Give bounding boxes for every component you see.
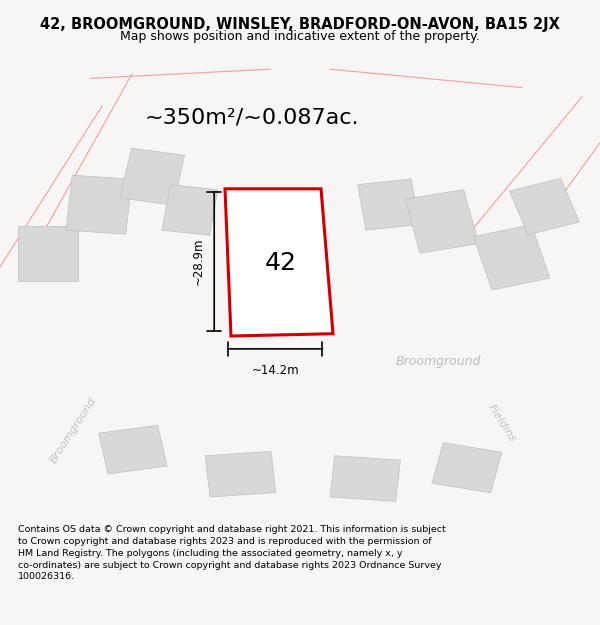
Bar xyxy=(509,178,580,235)
Text: 42, BROOMGROUND, WINSLEY, BRADFORD-ON-AVON, BA15 2JX: 42, BROOMGROUND, WINSLEY, BRADFORD-ON-AV… xyxy=(40,17,560,32)
Polygon shape xyxy=(225,189,333,336)
Bar xyxy=(330,456,400,501)
Bar xyxy=(405,189,479,253)
Bar xyxy=(98,425,167,474)
Bar xyxy=(246,228,299,273)
Bar xyxy=(18,226,78,281)
Bar xyxy=(162,184,218,236)
Bar xyxy=(473,225,550,290)
Text: ~28.9m: ~28.9m xyxy=(192,238,205,285)
Text: Fieldins: Fieldins xyxy=(486,403,518,444)
Text: ~14.2m: ~14.2m xyxy=(251,364,299,378)
Bar xyxy=(66,175,132,234)
Text: Map shows position and indicative extent of the property.: Map shows position and indicative extent… xyxy=(120,30,480,43)
Text: ~350m²/~0.087ac.: ~350m²/~0.087ac. xyxy=(145,107,359,127)
Bar xyxy=(358,179,419,230)
Bar xyxy=(120,148,185,205)
Bar xyxy=(432,442,502,493)
Text: Broomground: Broomground xyxy=(396,355,481,367)
Bar xyxy=(205,451,276,497)
Text: Broomground: Broomground xyxy=(48,396,98,465)
Text: 42: 42 xyxy=(265,251,297,276)
Text: Contains OS data © Crown copyright and database right 2021. This information is : Contains OS data © Crown copyright and d… xyxy=(18,525,446,581)
